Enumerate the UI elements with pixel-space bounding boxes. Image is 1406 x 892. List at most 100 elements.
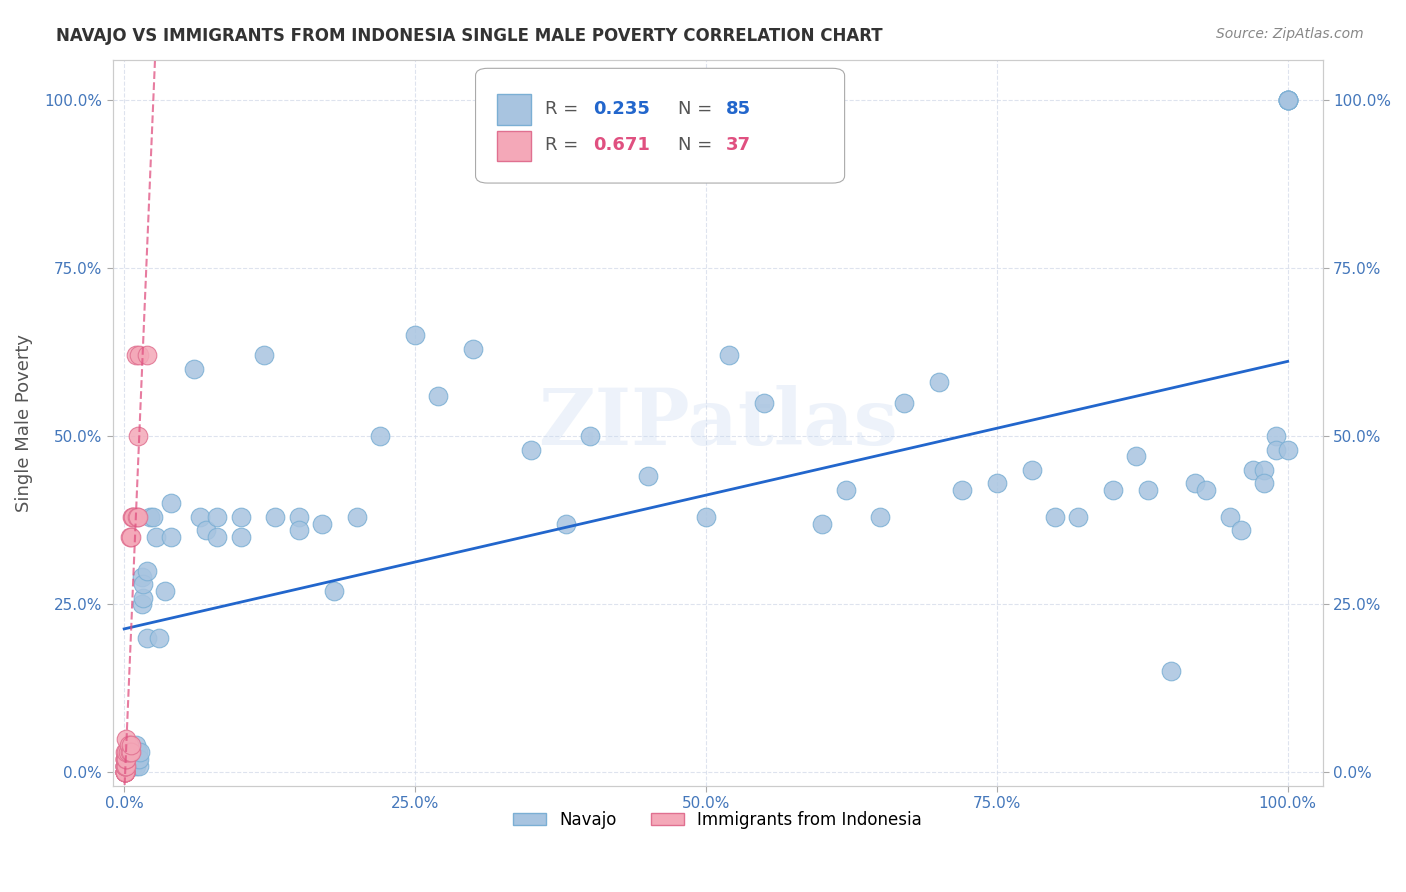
Point — [142, 509, 165, 524]
Point — [115, 752, 138, 766]
Point — [136, 348, 159, 362]
Point — [159, 530, 181, 544]
Point — [132, 577, 155, 591]
Point — [1277, 93, 1299, 107]
Point — [122, 758, 145, 772]
Text: 85: 85 — [725, 100, 751, 118]
Point — [125, 739, 148, 753]
Point — [928, 376, 950, 390]
Point — [120, 530, 142, 544]
Point — [1277, 442, 1299, 457]
Point — [131, 570, 153, 584]
Point — [253, 348, 276, 362]
Point — [120, 756, 142, 770]
Point — [118, 745, 141, 759]
Point — [159, 496, 181, 510]
Point — [128, 752, 150, 766]
Point — [1277, 93, 1299, 107]
Point — [128, 348, 150, 362]
Point — [1253, 463, 1275, 477]
Point — [121, 745, 143, 759]
Y-axis label: Single Male Poverty: Single Male Poverty — [15, 334, 32, 512]
Point — [637, 469, 659, 483]
Point — [578, 429, 600, 443]
Point — [114, 752, 136, 766]
Text: ZIPatlas: ZIPatlas — [537, 384, 897, 460]
Point — [120, 739, 142, 753]
Point — [1265, 442, 1288, 457]
Point — [893, 395, 915, 409]
Point — [520, 442, 543, 457]
Point — [129, 745, 152, 759]
Point — [127, 745, 149, 759]
Point — [118, 758, 141, 772]
Point — [834, 483, 856, 497]
Point — [1067, 509, 1090, 524]
Point — [115, 758, 138, 772]
Point — [695, 509, 717, 524]
Point — [127, 509, 149, 524]
Point — [183, 362, 205, 376]
Point — [136, 631, 159, 645]
Text: Source: ZipAtlas.com: Source: ZipAtlas.com — [1216, 27, 1364, 41]
Point — [114, 758, 136, 772]
Point — [229, 509, 252, 524]
Point — [118, 758, 141, 772]
Point — [264, 509, 287, 524]
Point — [122, 509, 145, 524]
Point — [1160, 665, 1182, 679]
FancyBboxPatch shape — [475, 69, 845, 183]
Point — [114, 758, 136, 772]
Point — [869, 509, 891, 524]
Point — [207, 530, 229, 544]
Point — [114, 765, 136, 780]
Point — [1230, 523, 1253, 537]
Text: 0.235: 0.235 — [593, 100, 650, 118]
Point — [122, 509, 145, 524]
Point — [1277, 93, 1299, 107]
Point — [207, 509, 229, 524]
Point — [811, 516, 834, 531]
Point — [463, 342, 485, 356]
Point — [114, 765, 136, 780]
Text: N =: N = — [678, 100, 717, 118]
Point — [139, 509, 162, 524]
Point — [127, 429, 149, 443]
Point — [127, 752, 149, 766]
Point — [404, 328, 426, 343]
Point — [128, 758, 150, 772]
Point — [121, 752, 143, 766]
Point — [1277, 93, 1299, 107]
Point — [311, 516, 333, 531]
Point — [950, 483, 973, 497]
Point — [1021, 463, 1043, 477]
FancyBboxPatch shape — [498, 95, 531, 125]
Point — [148, 631, 170, 645]
Point — [125, 758, 148, 772]
Point — [1241, 463, 1264, 477]
Legend: Navajo, Immigrants from Indonesia: Navajo, Immigrants from Indonesia — [506, 805, 928, 836]
Point — [115, 752, 138, 766]
Point — [114, 765, 136, 780]
Point — [752, 395, 775, 409]
Point — [188, 509, 211, 524]
Text: 0.671: 0.671 — [593, 136, 650, 154]
Point — [1102, 483, 1125, 497]
Point — [346, 509, 368, 524]
Point — [427, 389, 450, 403]
Point — [555, 516, 578, 531]
Point — [114, 765, 136, 780]
Point — [114, 745, 136, 759]
Point — [115, 731, 138, 746]
Point — [986, 476, 1008, 491]
Point — [114, 752, 136, 766]
Point — [1125, 450, 1147, 464]
Point — [287, 509, 309, 524]
Point — [131, 597, 153, 611]
Point — [194, 523, 217, 537]
Point — [117, 745, 139, 759]
Point — [118, 739, 141, 753]
FancyBboxPatch shape — [498, 131, 531, 161]
Point — [136, 564, 159, 578]
Point — [287, 523, 309, 537]
